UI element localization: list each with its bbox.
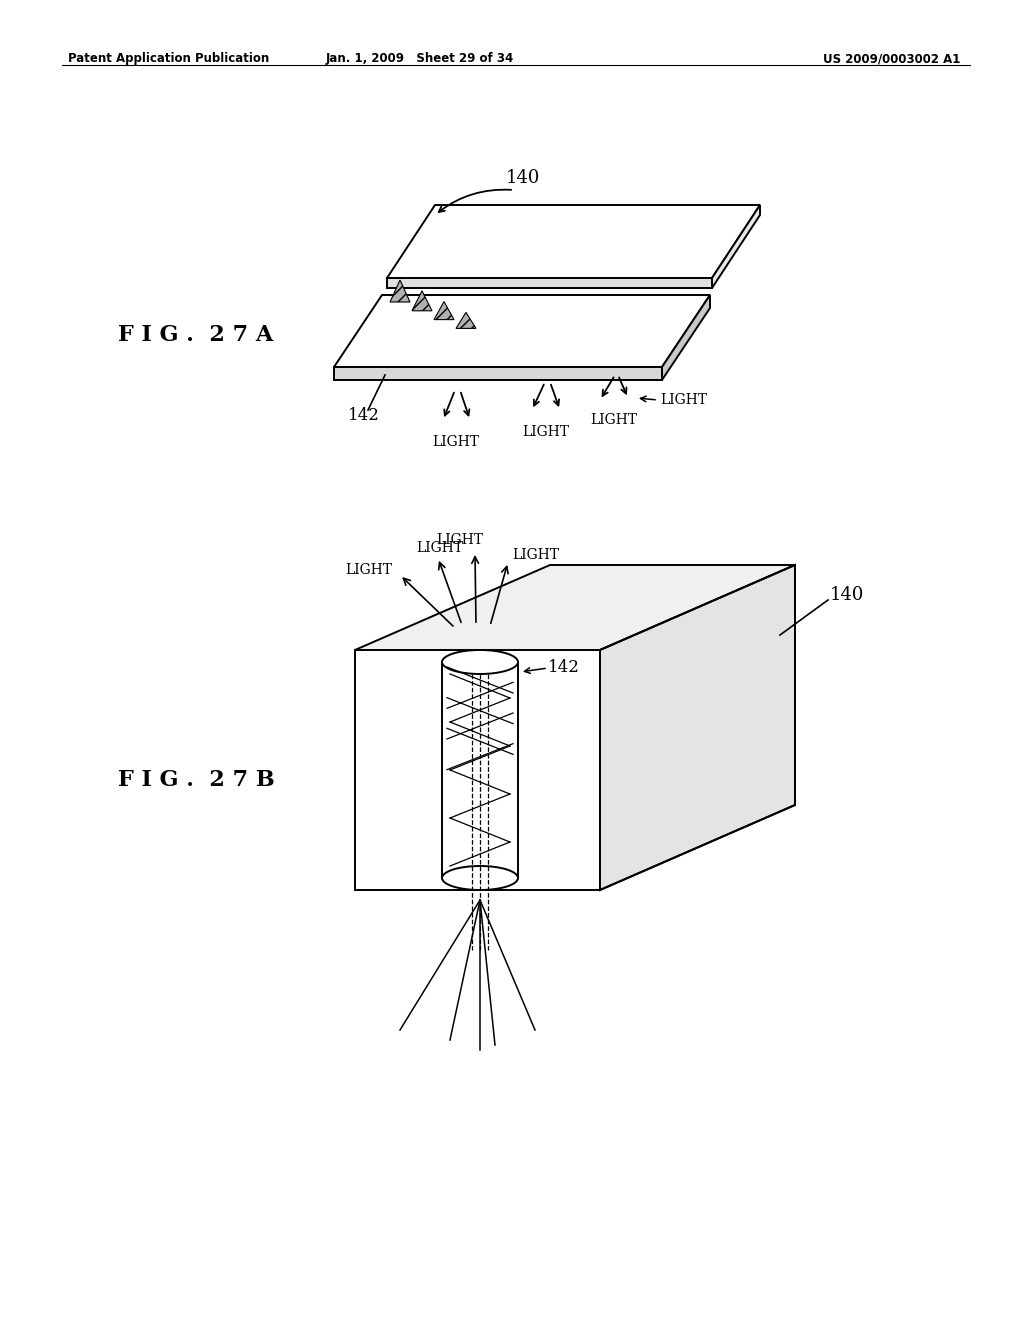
Text: LIGHT: LIGHT — [522, 425, 569, 440]
Polygon shape — [387, 279, 712, 288]
Polygon shape — [355, 649, 600, 890]
Polygon shape — [334, 294, 710, 367]
Text: LIGHT: LIGHT — [345, 564, 392, 577]
Text: Jan. 1, 2009   Sheet 29 of 34: Jan. 1, 2009 Sheet 29 of 34 — [326, 51, 514, 65]
Polygon shape — [434, 301, 454, 319]
Text: LIGHT: LIGHT — [417, 541, 464, 554]
Polygon shape — [334, 367, 662, 380]
Text: 142: 142 — [348, 407, 380, 424]
Ellipse shape — [442, 649, 518, 675]
Text: F I G .  2 7 A: F I G . 2 7 A — [118, 323, 273, 346]
Text: LIGHT: LIGHT — [512, 548, 559, 562]
Polygon shape — [600, 565, 795, 890]
Text: LIGHT: LIGHT — [436, 533, 483, 546]
Text: 140: 140 — [830, 586, 864, 605]
Text: LIGHT: LIGHT — [591, 413, 638, 426]
Polygon shape — [387, 205, 760, 279]
Polygon shape — [355, 565, 795, 649]
Polygon shape — [662, 294, 710, 380]
Ellipse shape — [442, 866, 518, 890]
Polygon shape — [412, 290, 432, 310]
Polygon shape — [712, 205, 760, 288]
Polygon shape — [456, 313, 476, 329]
Text: 142: 142 — [548, 660, 580, 676]
Text: 140: 140 — [506, 169, 541, 187]
Text: LIGHT: LIGHT — [432, 436, 479, 449]
Text: F I G .  2 7 B: F I G . 2 7 B — [118, 770, 274, 791]
Text: US 2009/0003002 A1: US 2009/0003002 A1 — [822, 51, 961, 65]
Text: Patent Application Publication: Patent Application Publication — [68, 51, 269, 65]
Text: LIGHT: LIGHT — [660, 393, 707, 407]
Polygon shape — [390, 280, 410, 302]
